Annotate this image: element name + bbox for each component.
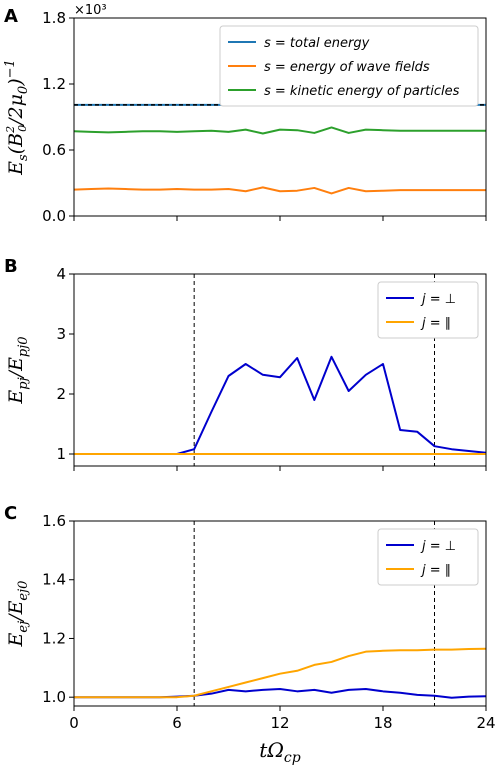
panel-B-ytick-label: 4 — [56, 265, 66, 283]
panel-C-xtick-label: 24 — [476, 714, 495, 732]
panel-1-ylabel: Epj/Epj0 — [5, 336, 31, 404]
panel-C-xtick-label: 0 — [69, 714, 79, 732]
panel-B: B 1 2 3 4 j = ⊥ j = ∥ — [4, 256, 487, 471]
panel-A-frame — [73, 17, 487, 217]
panel-C-ytick-label: 1.4 — [42, 571, 66, 589]
panel-C-xlabel: tΩcp — [259, 738, 300, 766]
panel-C: C 1.0 1.2 1.4 1.6 0 6 12 18 24 j = ⊥ j = ∥ tΩcp — [4, 503, 496, 766]
panel-2-ylabel: Eej/Eej0 — [5, 581, 31, 648]
panel-A-series-1-line — [73, 186, 486, 195]
svg-text:Epj/Epj0: Epj/Epj0 — [5, 336, 31, 404]
panel-A-legend-label-2: s = kinetic energy of particles — [264, 84, 460, 99]
panel-A-legend — [219, 25, 479, 107]
panel-A-ytick-label: 0.0 — [42, 207, 66, 225]
panel-C-xtick-label: 6 — [172, 714, 182, 732]
panel-B-legend-label-0: j = ⊥ — [420, 292, 456, 307]
panel-A-legend-label-0: s = total energy — [264, 36, 370, 51]
panel-C-ytick-label: 1.6 — [42, 512, 66, 530]
panel-B-ytick-label: 2 — [56, 385, 66, 403]
panel-B-ytick-label: 3 — [56, 325, 66, 343]
panel-A-legend-label-1: s = energy of wave fields — [264, 60, 430, 75]
panel-B-legend-label-1: j = ∥ — [420, 316, 451, 331]
panel-A-series-2-line — [73, 126, 486, 135]
panel-C-legend — [377, 528, 479, 586]
panel-A-letter: A — [4, 6, 18, 27]
panel-B-legend — [377, 281, 479, 339]
panel-A-multiplier: ×10³ — [74, 3, 107, 18]
panel-B-letter: B — [4, 256, 18, 277]
panel-C-ytick-label: 1.0 — [42, 688, 66, 706]
panel-A-ytick-label: 0.6 — [42, 141, 66, 159]
panel-C-series-1-line — [74, 647, 487, 699]
panel-B-frame — [73, 273, 487, 467]
panel-B-ytick-label: 1 — [56, 445, 66, 463]
panel-C-frame — [73, 520, 487, 707]
panel-A: A 0.0 0.6 1.2 1.8 ×10³ s = total energy s = ene… — [4, 3, 487, 225]
panel-A-ytick-label: 1.8 — [42, 9, 66, 27]
panel-C-xtick-label: 12 — [270, 714, 289, 732]
svg-text:Es(B20/2μ0)−1: Es(B20/2μ0)−1 — [3, 59, 31, 176]
panel-0-ylabel: Es(B20/2μ0)−1 — [3, 59, 31, 176]
svg-text:Eej/Eej0: Eej/Eej0 — [5, 581, 31, 648]
panel-C-ytick-label: 1.2 — [42, 629, 66, 647]
panel-C-legend-label-0: j = ⊥ — [420, 539, 456, 554]
panel-C-letter: C — [4, 503, 17, 524]
panel-B-series-0-line — [74, 355, 487, 455]
panel-C-xtick-label: 18 — [373, 714, 392, 732]
panel-C-legend-label-1: j = ∥ — [420, 563, 451, 578]
panel-A-ytick-label: 1.2 — [42, 75, 66, 93]
